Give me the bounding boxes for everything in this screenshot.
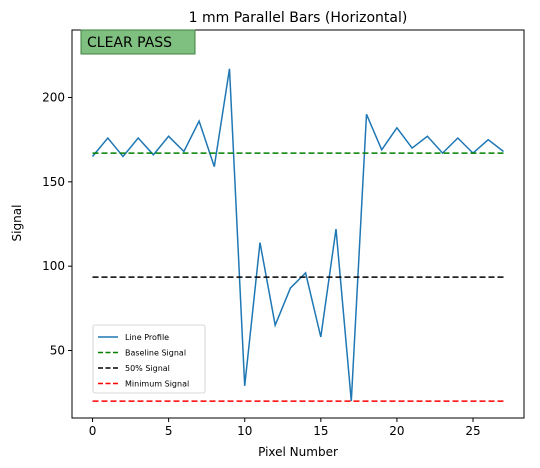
plot-area-frame [71, 29, 525, 419]
status-badge-label: CLEAR PASS [87, 35, 172, 51]
y-axis-label: Signal [10, 205, 24, 242]
x-tick-label: 20 [389, 424, 404, 438]
legend-label-3: Minimum Signal [125, 380, 189, 389]
x-tick-label: 10 [237, 424, 252, 438]
x-tick-label: 5 [165, 424, 173, 438]
status-badge: CLEAR PASS [80, 29, 196, 55]
x-axis-label: Pixel Number [258, 445, 338, 459]
y-tick-label: 200 [42, 90, 65, 104]
y-tick-label: 50 [50, 344, 65, 358]
series-line-0 [91, 68, 504, 402]
chart-title: 1 mm Parallel Bars (Horizontal) [189, 10, 408, 26]
status-badge-box [80, 29, 196, 55]
axis-ticks: 0 5 10 15 20 25 50 100 150 200 [42, 90, 481, 438]
y-tick-label: 150 [42, 175, 65, 189]
legend-label-2: 50% Signal [125, 364, 170, 373]
x-tick-label: 0 [89, 424, 97, 438]
legend: Line Profile Baseline Signal 50% Signal Min… [92, 324, 206, 394]
x-tick-label: 25 [465, 424, 480, 438]
series-lines [91, 68, 504, 402]
y-tick-label: 100 [42, 259, 65, 273]
x-tick-label: 15 [313, 424, 328, 438]
legend-label-1: Baseline Signal [125, 349, 186, 358]
legend-box [92, 324, 206, 394]
legend-label-0: Line Profile [125, 333, 169, 342]
